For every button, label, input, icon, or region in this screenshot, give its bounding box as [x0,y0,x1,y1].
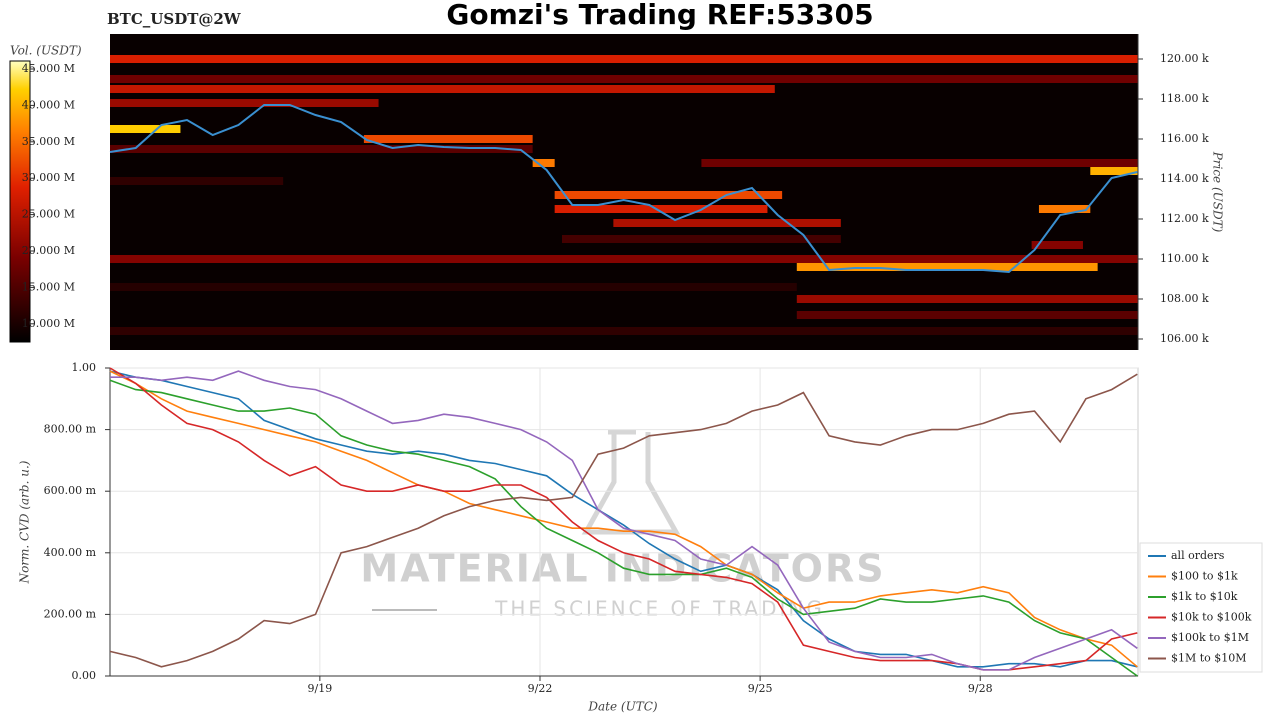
legend-label: $10k to $100k [1171,611,1252,624]
colorbar-tick-label: 40.000 M [22,98,75,111]
y-axis-title: Price (USDT) [1211,151,1225,233]
chart-subtitle: BTC_USDT@2W [107,10,242,28]
x-tick-label: 9/28 [968,682,993,695]
x-tick-label: 9/19 [308,682,333,695]
liquidity-band [796,311,1138,319]
cvd-line [109,379,1138,677]
colorbar-tick-label: 45.000 M [22,62,75,75]
y-axis-title: Norm. CVD (arb. u.) [18,460,32,584]
y-tick-label: 0.00 [72,669,97,682]
y-tick-label: 106.00 k [1160,332,1209,345]
legend-label: $1k to $10k [1171,590,1238,603]
x-tick-label: 9/22 [528,682,553,695]
colorbar [9,60,31,343]
legend-label: all orders [1171,549,1225,562]
cvd-line [109,370,1138,668]
colorbar-tick-label: 35.000 M [22,135,75,148]
y-tick-label: 200.00 m [44,607,97,620]
y-tick-label: 114.00 k [1160,172,1209,185]
y-tick-label: 400.00 m [44,546,97,559]
legend-label: $1M to $10M [1171,652,1247,665]
liquidity-band [701,159,1138,167]
liquidity-band [110,125,181,133]
liquidity-band [110,75,1138,83]
y-tick-label: 800.00 m [44,423,97,436]
y-tick-label: 112.00 k [1160,212,1209,225]
chart-title: Gomzi's Trading REF:53305 [446,0,873,31]
watermark-subtitle: THE SCIENCE OF TRADING [494,597,825,621]
liquidity-band [1090,167,1138,175]
price-line [109,104,1138,274]
liquidity-band [796,295,1138,303]
legend-label: $100k to $1M [1171,631,1249,644]
watermark: MATERIAL INDICATORS THE SCIENCE OF TRADI… [360,429,885,621]
cvd-line [110,370,1138,671]
y-tick-label: 108.00 k [1160,292,1209,305]
plot-background [109,367,1139,677]
liquidity-band [110,327,1138,335]
liquidity-band [110,145,533,153]
colorbar-tick-label: 30.000 M [22,171,75,184]
legend-box [1139,542,1263,673]
y-tick-label: 1.00 [72,361,97,374]
liquidity-band [532,159,555,167]
liquidity-band [554,205,768,213]
colorbar-label: Vol. (USDT) [10,44,82,58]
legend: all orders $100 to $1k $1k to $10k $10k to … [1139,542,1263,673]
liquidity-band [110,55,1138,63]
cvd-line [109,373,1138,668]
x-axis-title: Date (UTC) [587,700,657,714]
liquidity-band [363,135,533,143]
liquidity-band [796,263,1098,271]
liquidity-band [110,85,775,93]
y-tick-label: 118.00 k [1160,92,1209,105]
colorbar-tick-label: 25.000 M [22,208,75,221]
liquidity-band [1038,205,1091,213]
colorbar-tick-label: 20.000 M [22,244,75,257]
legend-label: $100 to $1k [1171,570,1238,583]
liquidity-band [110,255,1138,263]
y-tick-label: 120.00 k [1160,52,1209,65]
y-tick-label: 600.00 m [44,484,97,497]
cvd-line [109,370,1138,668]
liquidity-band [110,99,379,107]
watermark-text: MATERIAL INDICATORS [360,547,885,591]
y-tick-label: 116.00 k [1160,132,1209,145]
colorbar-tick-label: 10.000 M [22,317,75,330]
x-tick-label: 9/25 [748,682,773,695]
liquidity-band [1031,241,1083,249]
liquidity-band [110,177,284,185]
liquidity-band [110,283,797,291]
y-tick-label: 110.00 k [1160,252,1209,265]
colorbar-tick-label: 15.000 M [22,280,75,293]
liquidity-band [613,219,841,227]
liquidity-band [554,191,783,199]
liquidity-band [561,235,841,243]
